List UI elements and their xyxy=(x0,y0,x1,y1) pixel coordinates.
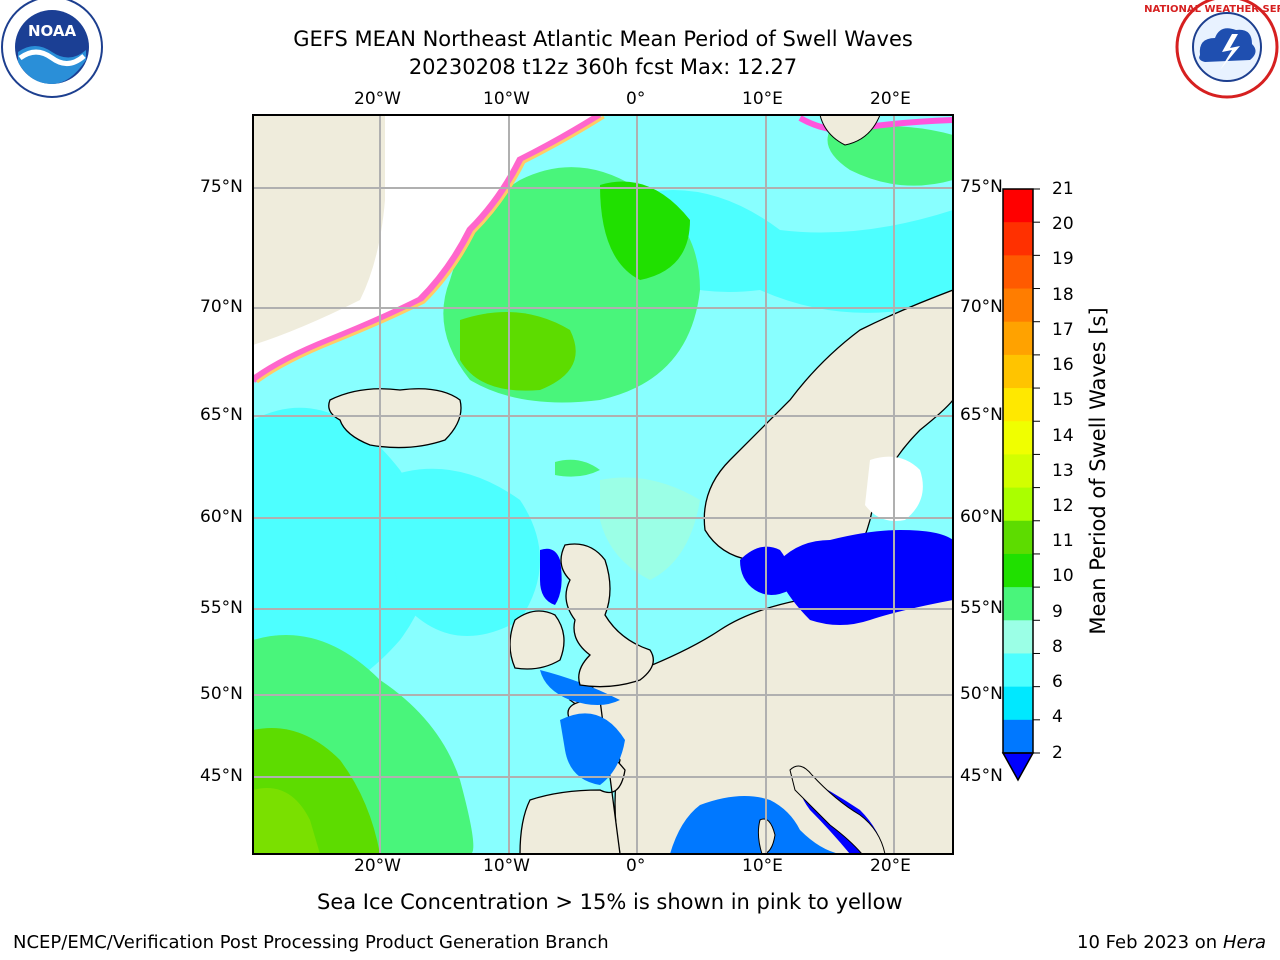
colorbar-segment xyxy=(1003,454,1033,489)
colorbar-segment xyxy=(1003,553,1033,588)
italy-land xyxy=(789,765,886,854)
colorbar xyxy=(1003,188,1040,754)
lat-label-left: 75°N xyxy=(200,177,243,197)
colorbar-segment xyxy=(1003,354,1033,389)
ice-free-white xyxy=(253,115,600,375)
noaa-logo: NOAA xyxy=(1,0,103,98)
swell-patch xyxy=(380,468,540,636)
colorbar-under-arrow xyxy=(1001,752,1035,782)
lat-label-left: 60°N xyxy=(200,507,243,527)
colorbar-segment xyxy=(1003,653,1033,688)
colorbar-segment xyxy=(1003,255,1033,290)
colorbar-segment xyxy=(1003,520,1033,555)
footer-date: 10 Feb 2023 on Hera xyxy=(1077,932,1266,953)
biscay-sea xyxy=(560,713,625,785)
nws-logo: NATIONAL WEATHER SERVICE xyxy=(1144,0,1280,99)
colorbar-segment xyxy=(1003,288,1033,323)
lat-label-left: 50°N xyxy=(200,684,243,704)
swell-patch xyxy=(600,477,700,580)
colorbar-tick: 16 xyxy=(1052,355,1074,375)
lon-label-top: 10°E xyxy=(742,89,783,109)
colorbar-tick: 4 xyxy=(1052,707,1063,727)
lat-label-right: 75°N xyxy=(960,177,1003,197)
colorbar-segment xyxy=(1003,487,1033,522)
colorbar-tick: 9 xyxy=(1052,602,1063,622)
colorbar-tick: 2 xyxy=(1052,743,1063,763)
map-frame xyxy=(252,114,954,855)
ireland-land xyxy=(509,610,565,670)
lon-label-bottom: 20°W xyxy=(354,856,401,876)
lat-label-right: 65°N xyxy=(960,405,1003,425)
nws-logo-text: NATIONAL WEATHER SERVICE xyxy=(1144,4,1280,15)
colorbar-tick: 11 xyxy=(1052,531,1074,551)
swell-patch xyxy=(620,190,953,313)
map-area xyxy=(253,115,953,854)
colorbar-segment xyxy=(1003,686,1033,721)
lon-label-top: 10°W xyxy=(483,89,530,109)
lon-label-bottom: 0° xyxy=(626,856,646,876)
colorbar-tick: 13 xyxy=(1052,461,1074,481)
lon-label-bottom: 10°W xyxy=(483,856,530,876)
swell-patch xyxy=(460,312,576,391)
colorbar-segment xyxy=(1003,620,1033,654)
footer-machine: Hera xyxy=(1222,932,1266,953)
map-title: GEFS MEAN Northeast Atlantic Mean Period… xyxy=(293,27,913,51)
colorbar-tick: 8 xyxy=(1052,637,1063,657)
baltic-sea xyxy=(780,530,953,625)
lat-label-left: 65°N xyxy=(200,405,243,425)
lon-label-top: 20°W xyxy=(354,89,401,109)
sea-ice-edge-yellow xyxy=(256,115,605,384)
lat-label-left: 45°N xyxy=(200,766,243,786)
channel-sea xyxy=(540,670,620,705)
great-britain-land xyxy=(560,543,654,688)
colorbar-tick: 17 xyxy=(1052,320,1074,340)
colorbar-tick: 15 xyxy=(1052,390,1074,410)
colorbar-title: Mean Period of Swell Waves [s] xyxy=(1086,307,1110,635)
colorbar-segment xyxy=(1003,189,1033,223)
colorbar-segment xyxy=(1003,587,1033,621)
irish-sea-west xyxy=(540,548,562,605)
sea-ice-edge xyxy=(253,115,602,383)
lon-label-top: 0° xyxy=(626,89,646,109)
lat-label-right: 45°N xyxy=(960,766,1003,786)
lat-label-right: 70°N xyxy=(960,297,1003,317)
graticule xyxy=(253,115,953,854)
colorbar-tick: 20 xyxy=(1052,214,1074,234)
colorbar-tick: 21 xyxy=(1052,179,1074,199)
colorbar-tick: 6 xyxy=(1052,672,1063,692)
colorbar-segment xyxy=(1003,388,1033,422)
swell-patch xyxy=(253,788,320,854)
lat-label-right: 60°N xyxy=(960,507,1003,527)
svalbard-land xyxy=(819,115,881,146)
colorbar-frame xyxy=(1002,188,1034,754)
colorbar-segment xyxy=(1003,321,1033,356)
swell-patch xyxy=(600,181,690,280)
colorbar-segment xyxy=(1003,222,1033,256)
mediterranean-sea xyxy=(670,796,840,854)
sea-ice-note: Sea Ice Concentration > 15% is shown in … xyxy=(317,890,903,914)
swell-patch xyxy=(827,126,953,186)
lat-label-right: 55°N xyxy=(960,598,1003,618)
colorbar-segment xyxy=(1003,421,1033,455)
noaa-logo-text: NOAA xyxy=(28,22,77,40)
footer-date-text: 10 Feb 2023 on xyxy=(1077,932,1218,953)
colorbar-tick: 14 xyxy=(1052,426,1074,446)
colorbar-tick: 19 xyxy=(1052,249,1074,269)
colorbar-segment xyxy=(1003,719,1033,754)
lon-label-top: 20°E xyxy=(870,89,911,109)
lat-label-left: 70°N xyxy=(200,297,243,317)
iceland-land xyxy=(328,388,462,449)
lon-label-bottom: 20°E xyxy=(870,856,911,876)
colorbar-tick: 18 xyxy=(1052,285,1074,305)
footer-credit: NCEP/EMC/Verification Post Processing Pr… xyxy=(13,932,609,953)
lon-label-bottom: 10°E xyxy=(742,856,783,876)
iberia-land xyxy=(253,699,626,854)
colorbar-tick: 12 xyxy=(1052,496,1074,516)
map-subtitle: 20230208 t12z 360h fcst Max: 12.27 xyxy=(408,55,798,79)
swell-patch xyxy=(555,459,600,477)
colorbar-tick: 10 xyxy=(1052,566,1074,586)
lat-label-right: 50°N xyxy=(960,684,1003,704)
lat-label-left: 55°N xyxy=(200,598,243,618)
